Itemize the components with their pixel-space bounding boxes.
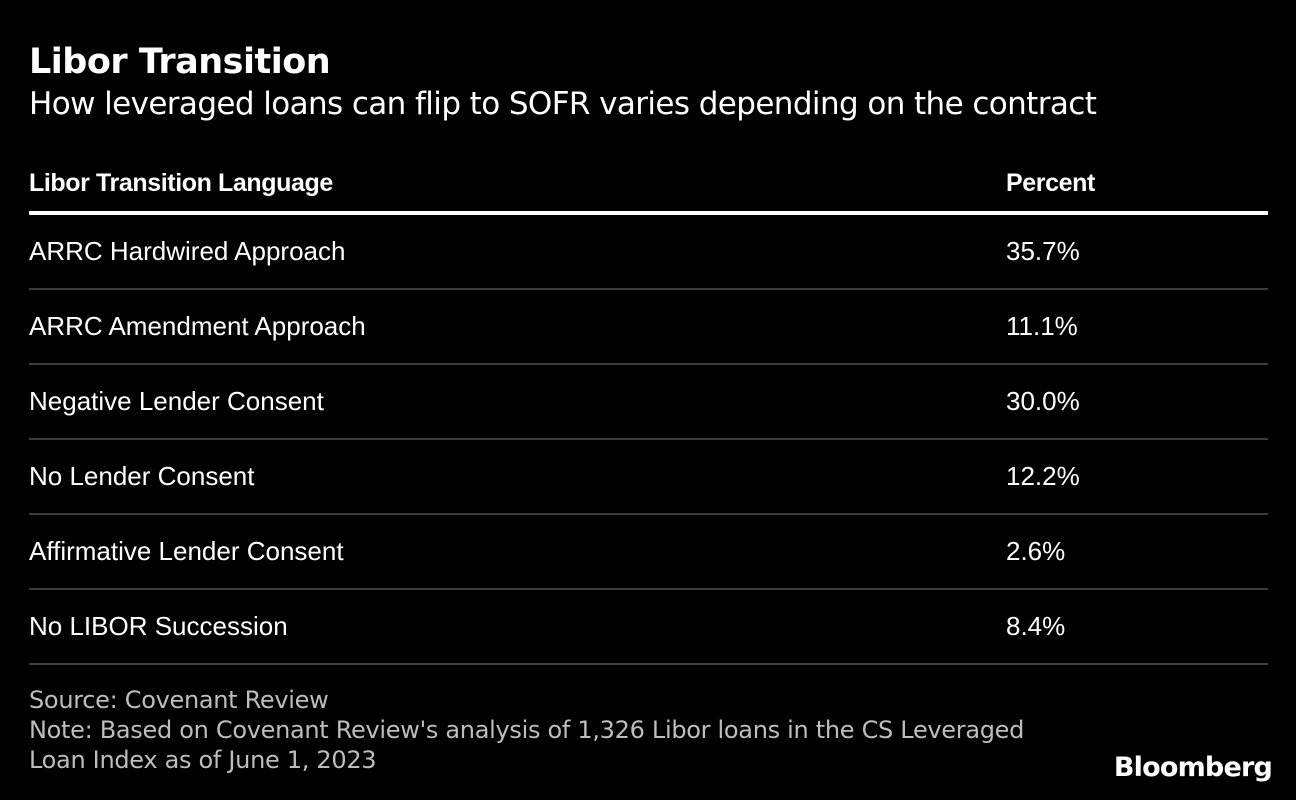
- row-value: 8.4%: [1006, 589, 1268, 665]
- footer: Source: Covenant Review Note: Based on C…: [29, 685, 1024, 775]
- bloomberg-logo: Bloomberg: [1113, 752, 1273, 783]
- table-row: Affirmative Lender Consent 2.6%: [29, 514, 1268, 590]
- data-table: Libor Transition Language Percent ARRC H…: [29, 155, 1268, 665]
- table-row: ARRC Hardwired Approach 35.7%: [29, 213, 1268, 290]
- row-value: 30.0%: [1006, 364, 1268, 440]
- source-text: Source: Covenant Review: [29, 686, 329, 714]
- column-header-language: Libor Transition Language: [29, 155, 1006, 215]
- note-text-line-2: Loan Index as of June 1, 2023: [29, 746, 377, 774]
- note-text-line-1: Note: Based on Covenant Review's analysi…: [29, 716, 1025, 744]
- row-value: 11.1%: [1006, 289, 1268, 365]
- chart-subtitle: How leveraged loans can flip to SOFR var…: [29, 86, 1097, 122]
- row-label: No LIBOR Succession: [29, 589, 1006, 665]
- row-value: 2.6%: [1006, 514, 1268, 590]
- table-row: No LIBOR Succession 8.4%: [29, 589, 1268, 665]
- row-label: Negative Lender Consent: [29, 364, 1006, 440]
- row-label: No Lender Consent: [29, 439, 1006, 515]
- column-header-percent: Percent: [1006, 155, 1268, 215]
- table-row: ARRC Amendment Approach 11.1%: [29, 289, 1268, 365]
- header-row: Libor Transition Language Percent: [29, 155, 1268, 215]
- row-value: 12.2%: [1006, 439, 1268, 515]
- row-value: 35.7%: [1006, 213, 1268, 290]
- table-row: Negative Lender Consent 30.0%: [29, 364, 1268, 440]
- chart-title: Libor Transition: [29, 42, 331, 82]
- table-row: No Lender Consent 12.2%: [29, 439, 1268, 515]
- row-label: Affirmative Lender Consent: [29, 514, 1006, 590]
- row-label: ARRC Hardwired Approach: [29, 213, 1006, 290]
- row-label: ARRC Amendment Approach: [29, 289, 1006, 365]
